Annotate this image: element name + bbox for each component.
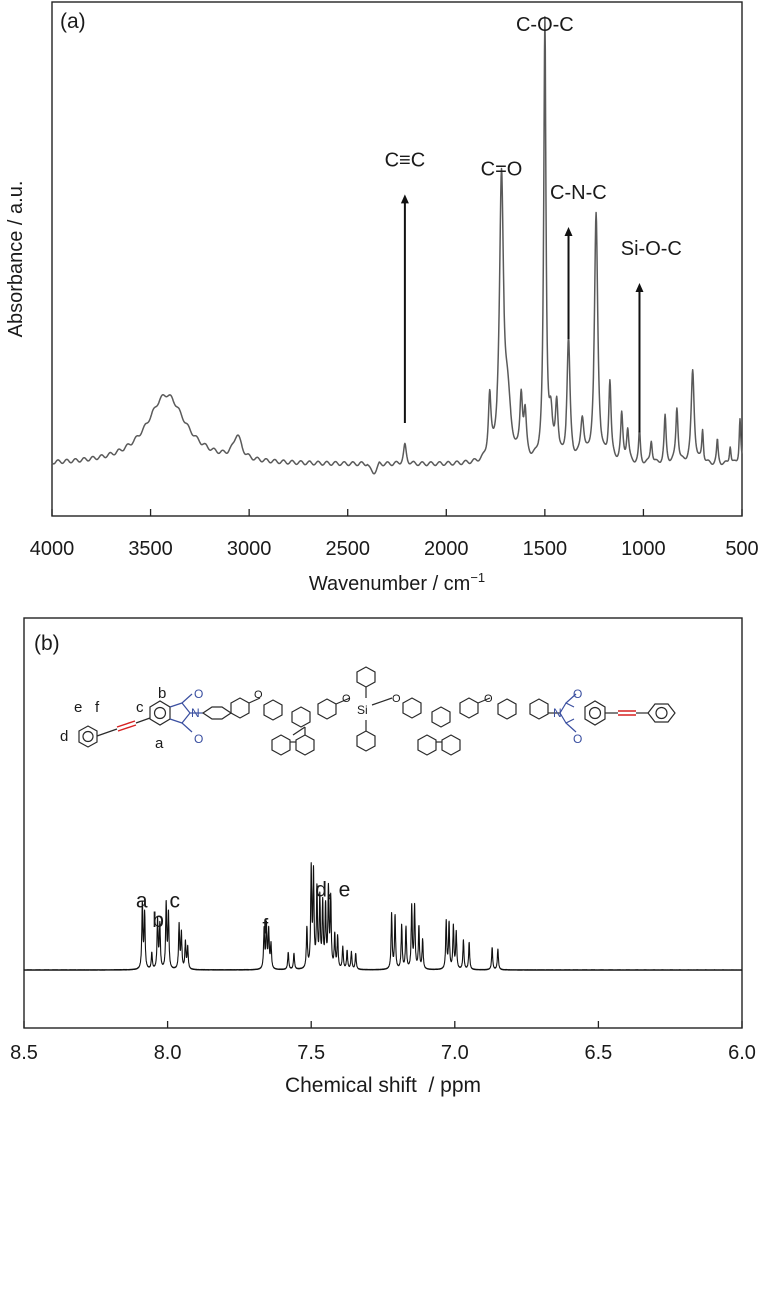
atom-si: Si bbox=[357, 703, 368, 717]
ir-y-axis-title: Absorbance / a.u. bbox=[5, 181, 27, 338]
annotation-arrow-head bbox=[635, 283, 644, 292]
ir-x-tick-label: 4000 bbox=[30, 538, 75, 560]
nmr-peak-annotation: a bbox=[136, 890, 148, 913]
proton-label-a: a bbox=[155, 735, 164, 752]
nmr-x-axis: 8.5 8.0 7.5 7.0 6.5 6.0 bbox=[10, 1021, 756, 1064]
fluorene-phenyl-chain-right bbox=[402, 697, 560, 756]
ir-peak-annotations: C≡C C=O C-O-C C-N-C Si-O-C bbox=[385, 14, 682, 433]
atom-o-carbonyl-1: O bbox=[194, 687, 203, 701]
nmr-peak-annotation: d, e bbox=[315, 879, 350, 902]
ir-x-axis-unit-exponent: −1 bbox=[470, 570, 485, 585]
ir-peak-annotation: C-O-C bbox=[516, 14, 574, 36]
ir-peak-annotation: C=O bbox=[481, 159, 523, 181]
ir-plot-frame bbox=[51, 1, 743, 517]
nmr-x-tick-label: 6.5 bbox=[584, 1042, 612, 1064]
ir-x-tick-label: 2000 bbox=[424, 538, 469, 560]
nmr-peak-annotation: c bbox=[170, 890, 181, 913]
nmr-x-tick-label: 7.0 bbox=[441, 1042, 469, 1064]
ir-panel-label: (a) bbox=[60, 10, 86, 33]
proton-label-b: b bbox=[158, 685, 166, 702]
ir-x-tick-label: 3500 bbox=[128, 538, 173, 560]
phenyl-ring-2 bbox=[201, 706, 233, 720]
alkyne-bond-left bbox=[116, 720, 137, 732]
ir-x-tick-label: 2500 bbox=[325, 538, 370, 560]
nmr-spectrum-line bbox=[23, 862, 743, 971]
phenyl-ring-right bbox=[647, 703, 676, 723]
atom-o-ether-2: O bbox=[342, 693, 351, 705]
nmr-x-tick-label: 8.5 bbox=[10, 1042, 38, 1064]
nmr-peak-annotation: b bbox=[152, 909, 164, 932]
ir-x-tick-label: 1000 bbox=[621, 538, 666, 560]
atom-o-ether-1: O bbox=[254, 689, 263, 701]
silicon-center bbox=[356, 666, 393, 752]
proton-label-c: c bbox=[136, 699, 144, 716]
ir-x-axis: 4000 3500 3000 2500 2000 1500 1000 500 bbox=[30, 509, 759, 560]
ir-x-tick-label: 3000 bbox=[227, 538, 272, 560]
nmr-x-axis-title: Chemical shift / ppm bbox=[285, 1074, 481, 1097]
proton-label-e: e bbox=[74, 699, 82, 716]
nmr-peak-annotations: abc f d, e bbox=[136, 879, 350, 939]
atom-o-carbonyl-3: O bbox=[573, 687, 582, 701]
ir-peak-annotation: C-N-C bbox=[550, 182, 607, 204]
ir-spectrum-panel: (a) 4000 3500 3000 2500 2000 1500 1000 500 C≡C C… bbox=[5, 1, 759, 595]
nmr-x-tick-label: 7.5 bbox=[297, 1042, 325, 1064]
phthalimide-left bbox=[149, 693, 203, 733]
ir-peak-annotation: C≡C bbox=[385, 149, 426, 171]
atom-n-imide-right: N bbox=[553, 706, 562, 720]
ir-x-tick-label: 500 bbox=[725, 538, 758, 560]
annotation-arrow-head bbox=[564, 227, 573, 236]
ir-spectrum-line bbox=[51, 16, 743, 475]
nmr-x-tick-label: 8.0 bbox=[154, 1042, 182, 1064]
nmr-peak-annotation: f bbox=[262, 915, 268, 938]
nmr-panel-label: (b) bbox=[34, 632, 60, 655]
atom-o-carbonyl-4: O bbox=[573, 732, 582, 746]
ir-x-tick-label: 1500 bbox=[523, 538, 568, 560]
alkyne-bond-right bbox=[618, 710, 636, 716]
atom-n-imide-left: N bbox=[191, 706, 200, 720]
phthalimide-right bbox=[559, 693, 606, 733]
nmr-x-tick-label: 6.0 bbox=[728, 1042, 756, 1064]
molecular-structure: O O N O O Si O O N O O a b c d e f bbox=[60, 666, 676, 756]
fluorene-phenyl-chain-left bbox=[230, 697, 337, 756]
ir-peak-annotation: Si-O-C bbox=[621, 238, 682, 260]
phenyl-ring-left bbox=[78, 725, 98, 748]
ir-x-axis-title: Wavenumber / cm−1 bbox=[309, 570, 485, 595]
proton-label-d: d bbox=[60, 728, 68, 745]
proton-label-f: f bbox=[95, 699, 100, 716]
annotation-arrow-head bbox=[400, 194, 409, 204]
nmr-plot-frame bbox=[23, 617, 743, 1029]
atom-o-ether-3: O bbox=[392, 693, 401, 705]
atom-o-ether-4: O bbox=[484, 693, 493, 705]
atom-o-carbonyl-2: O bbox=[194, 732, 203, 746]
